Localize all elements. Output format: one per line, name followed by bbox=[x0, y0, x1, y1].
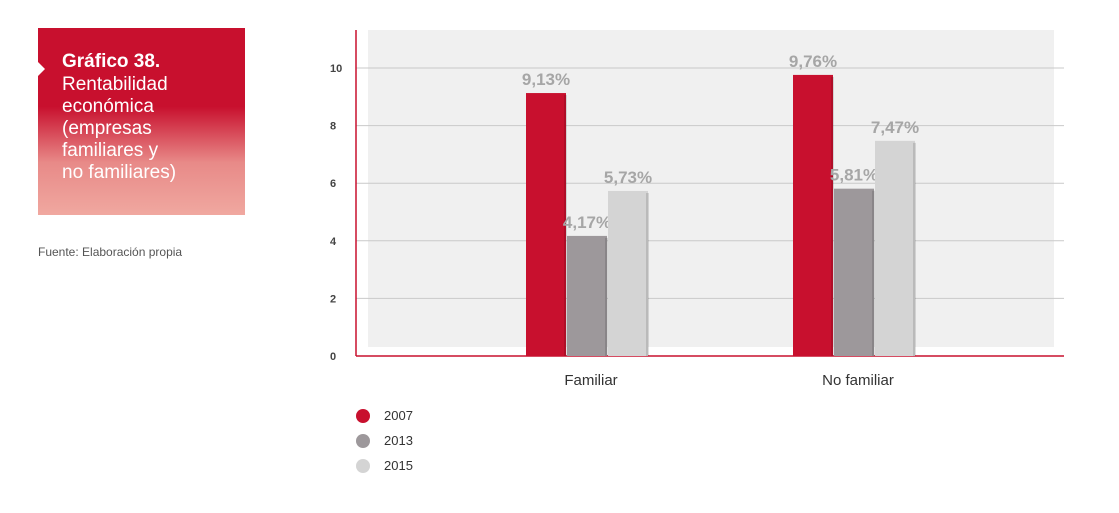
chart-title-line-5: no familiares) bbox=[62, 162, 177, 183]
bar-2013-no-familiar bbox=[834, 188, 874, 356]
bar-chart: 0 2 4 6 8 10 9,13% 4,17% 5,73% 9,76% 5,81% 7,47% Fam… bbox=[330, 30, 1064, 389]
bar-2007-no-familiar bbox=[793, 74, 833, 357]
data-label: 5,81% bbox=[830, 166, 878, 185]
bar-2013-familiar bbox=[567, 235, 607, 356]
chart-legend: 2007 2013 2015 bbox=[356, 403, 413, 478]
legend-label-2015: 2015 bbox=[384, 458, 413, 473]
legend-label-2013: 2013 bbox=[384, 433, 413, 448]
title-arrow-icon bbox=[38, 62, 45, 76]
legend-label-2007: 2007 bbox=[384, 408, 413, 423]
data-label: 4,17% bbox=[563, 213, 611, 232]
data-label: 9,13% bbox=[522, 70, 570, 89]
y-tick-label: 10 bbox=[330, 63, 342, 75]
x-category-label: No familiar bbox=[822, 372, 894, 389]
bar-shade bbox=[872, 190, 875, 356]
chart-title-line-2: económica bbox=[62, 96, 154, 117]
bar-shade bbox=[564, 95, 567, 356]
bar-shade bbox=[831, 76, 834, 357]
plot-background bbox=[368, 30, 1054, 347]
data-label: 7,47% bbox=[871, 118, 919, 137]
y-tick-label: 0 bbox=[330, 351, 336, 363]
bar-shade bbox=[913, 142, 916, 356]
legend-item-2007: 2007 bbox=[356, 403, 413, 428]
y-tick-label: 4 bbox=[330, 236, 337, 248]
legend-swatch-2015 bbox=[356, 458, 370, 473]
data-label: 9,76% bbox=[789, 52, 837, 71]
chart-number: Gráfico 38. bbox=[62, 51, 161, 72]
y-tick-label: 6 bbox=[330, 178, 336, 190]
y-tick-label: 8 bbox=[330, 121, 336, 133]
legend-swatch-2007 bbox=[356, 408, 370, 423]
chart-title-line-3: (empresas bbox=[62, 118, 152, 139]
bar-shade bbox=[646, 192, 649, 356]
legend-swatch-2013 bbox=[356, 433, 370, 448]
bar-2015-no-familiar bbox=[875, 140, 915, 356]
bar-2007-familiar bbox=[526, 93, 566, 356]
y-tick-label: 2 bbox=[330, 293, 336, 305]
data-label: 5,73% bbox=[604, 168, 652, 187]
legend-item-2015: 2015 bbox=[356, 453, 413, 478]
bar-2015-familiar bbox=[608, 190, 648, 356]
legend-item-2013: 2013 bbox=[356, 428, 413, 453]
source-note: Fuente: Elaboración propia bbox=[38, 245, 183, 259]
chart-title-box: Gráfico 38. Rentabilidad económica (empr… bbox=[38, 28, 245, 215]
chart-title-line-4: familiares y bbox=[62, 140, 159, 161]
chart-title-line-1: Rentabilidad bbox=[62, 74, 168, 95]
x-category-label: Familiar bbox=[564, 372, 617, 389]
bar-shade bbox=[605, 237, 608, 356]
